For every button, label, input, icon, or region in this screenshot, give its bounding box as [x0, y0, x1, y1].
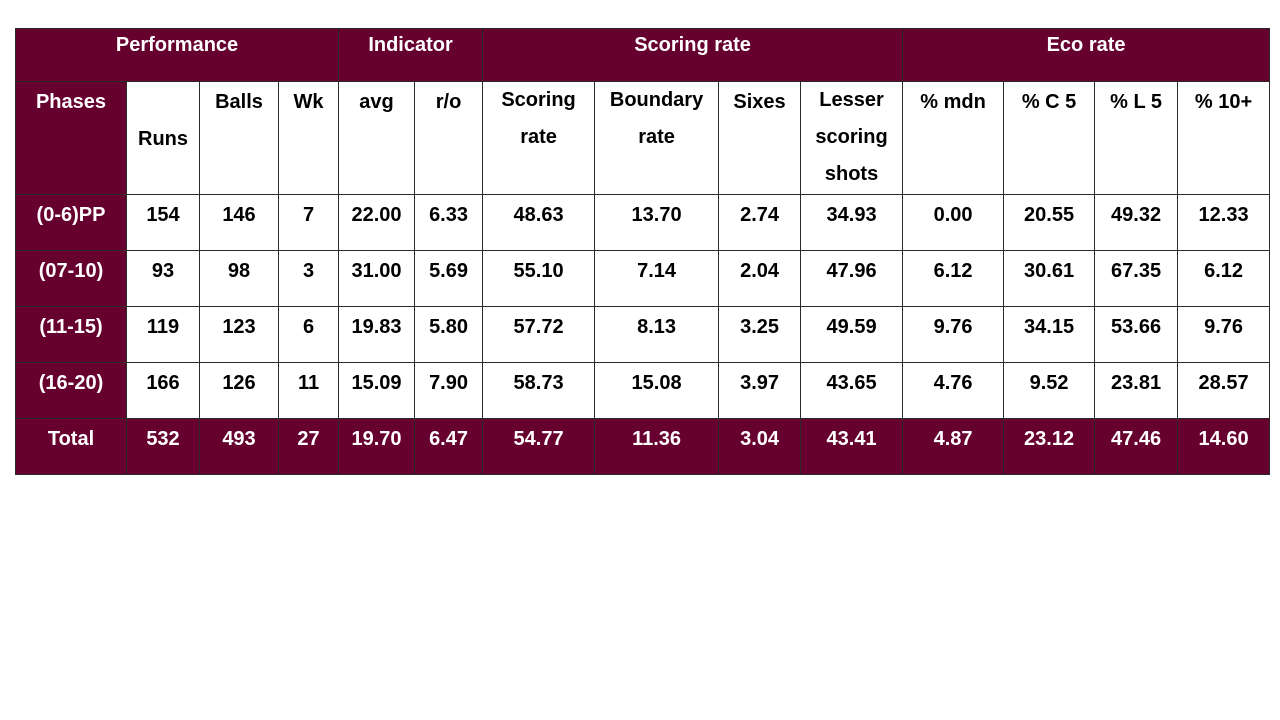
balls-cell: 123 [199, 306, 279, 363]
phase-label: (16-20) [15, 362, 127, 419]
avg-cell: 19.83 [338, 306, 416, 363]
phase-label: (0-6)PP [15, 194, 127, 251]
pct-l5-cell: 53.66 [1094, 306, 1179, 363]
avg-cell: 19.70 [338, 418, 416, 475]
scoring-rate-cell: 57.72 [482, 306, 596, 363]
ro-cell: 5.80 [414, 306, 484, 363]
pct-10plus-cell: 9.76 [1177, 306, 1271, 363]
pct-c5-cell: 20.55 [1003, 194, 1096, 251]
ro-cell: 6.33 [414, 194, 484, 251]
wk-cell: 6 [277, 306, 340, 363]
wk-cell: 7 [277, 194, 340, 251]
phase-stats-table: Performance Indicator Scoring rate Eco r… [14, 28, 1271, 475]
wk-cell: 27 [277, 418, 340, 475]
balls-cell: 126 [199, 362, 279, 419]
runs-cell: 166 [126, 362, 200, 419]
table-row: (16-20) 166 126 11 15.09 7.90 58.73 15.0… [15, 362, 1271, 419]
pct-c5-cell: 9.52 [1003, 362, 1096, 419]
column-header-scoring-rate: Scoring rate [482, 81, 596, 195]
group-header-performance: Performance [14, 28, 340, 82]
total-label: Total [15, 418, 127, 475]
lesser-scoring-cell: 43.41 [800, 418, 904, 475]
group-header-row: Performance Indicator Scoring rate Eco r… [14, 28, 1271, 82]
lesser-scoring-cell: 43.65 [800, 362, 904, 419]
stats-table-container: Performance Indicator Scoring rate Eco r… [14, 28, 1271, 475]
pct-c5-cell: 34.15 [1003, 306, 1096, 363]
column-header-row: Phases Runs Balls Wk avg r/o Scoring rat… [15, 81, 1271, 195]
scoring-rate-cell: 48.63 [482, 194, 596, 251]
balls-cell: 493 [199, 418, 279, 475]
lesser-scoring-cell: 47.96 [800, 250, 904, 307]
lesser-scoring-cell: 49.59 [800, 306, 904, 363]
column-header-pct-10plus: % 10+ [1177, 81, 1271, 195]
pct-10plus-cell: 6.12 [1177, 250, 1271, 307]
boundary-rate-cell: 15.08 [594, 362, 720, 419]
ro-cell: 7.90 [414, 362, 484, 419]
pct-c5-cell: 23.12 [1003, 418, 1096, 475]
pct-mdn-cell: 6.12 [902, 250, 1005, 307]
boundary-rate-cell: 11.36 [594, 418, 720, 475]
group-header-indicator: Indicator [338, 28, 484, 82]
group-header-scoring-rate: Scoring rate [482, 28, 904, 82]
boundary-rate-cell: 7.14 [594, 250, 720, 307]
column-header-pct-c5: % C 5 [1003, 81, 1096, 195]
scoring-rate-cell: 54.77 [482, 418, 596, 475]
total-row: Total 532 493 27 19.70 6.47 54.77 11.36 … [15, 418, 1271, 475]
sixes-cell: 2.04 [718, 250, 802, 307]
table-row: (11-15) 119 123 6 19.83 5.80 57.72 8.13 … [15, 306, 1271, 363]
sixes-cell: 3.25 [718, 306, 802, 363]
boundary-rate-cell: 13.70 [594, 194, 720, 251]
runs-cell: 93 [126, 250, 200, 307]
avg-cell: 31.00 [338, 250, 416, 307]
column-header-phases: Phases [15, 81, 127, 195]
column-header-sixes: Sixes [718, 81, 802, 195]
lesser-scoring-cell: 34.93 [800, 194, 904, 251]
runs-cell: 154 [126, 194, 200, 251]
column-header-ro: r/o [414, 81, 484, 195]
balls-cell: 146 [199, 194, 279, 251]
column-header-avg: avg [338, 81, 416, 195]
pct-mdn-cell: 4.87 [902, 418, 1005, 475]
boundary-rate-cell: 8.13 [594, 306, 720, 363]
column-header-runs: Runs [126, 81, 200, 195]
sixes-cell: 2.74 [718, 194, 802, 251]
wk-cell: 3 [277, 250, 340, 307]
column-header-pct-mdn: % mdn [902, 81, 1005, 195]
sixes-cell: 3.04 [718, 418, 802, 475]
column-header-pct-l5: % L 5 [1094, 81, 1179, 195]
table-row: (07-10) 93 98 3 31.00 5.69 55.10 7.14 2.… [15, 250, 1271, 307]
pct-10plus-cell: 28.57 [1177, 362, 1271, 419]
avg-cell: 15.09 [338, 362, 416, 419]
ro-cell: 6.47 [414, 418, 484, 475]
runs-cell: 119 [126, 306, 200, 363]
ro-cell: 5.69 [414, 250, 484, 307]
scoring-rate-cell: 58.73 [482, 362, 596, 419]
pct-mdn-cell: 9.76 [902, 306, 1005, 363]
pct-l5-cell: 47.46 [1094, 418, 1179, 475]
scoring-rate-cell: 55.10 [482, 250, 596, 307]
wk-cell: 11 [277, 362, 340, 419]
table-row: (0-6)PP 154 146 7 22.00 6.33 48.63 13.70… [15, 194, 1271, 251]
group-header-eco-rate: Eco rate [902, 28, 1271, 82]
pct-mdn-cell: 0.00 [902, 194, 1005, 251]
pct-c5-cell: 30.61 [1003, 250, 1096, 307]
phase-label: (07-10) [15, 250, 127, 307]
pct-l5-cell: 67.35 [1094, 250, 1179, 307]
avg-cell: 22.00 [338, 194, 416, 251]
phase-label: (11-15) [15, 306, 127, 363]
pct-l5-cell: 23.81 [1094, 362, 1179, 419]
column-header-balls: Balls [199, 81, 279, 195]
runs-cell: 532 [126, 418, 200, 475]
column-header-boundary-rate: Boundary rate [594, 81, 720, 195]
column-header-lesser-scoring-shots: Lesser scoring shots [800, 81, 904, 195]
pct-10plus-cell: 14.60 [1177, 418, 1271, 475]
pct-mdn-cell: 4.76 [902, 362, 1005, 419]
balls-cell: 98 [199, 250, 279, 307]
column-header-wk: Wk [277, 81, 340, 195]
pct-l5-cell: 49.32 [1094, 194, 1179, 251]
sixes-cell: 3.97 [718, 362, 802, 419]
pct-10plus-cell: 12.33 [1177, 194, 1271, 251]
